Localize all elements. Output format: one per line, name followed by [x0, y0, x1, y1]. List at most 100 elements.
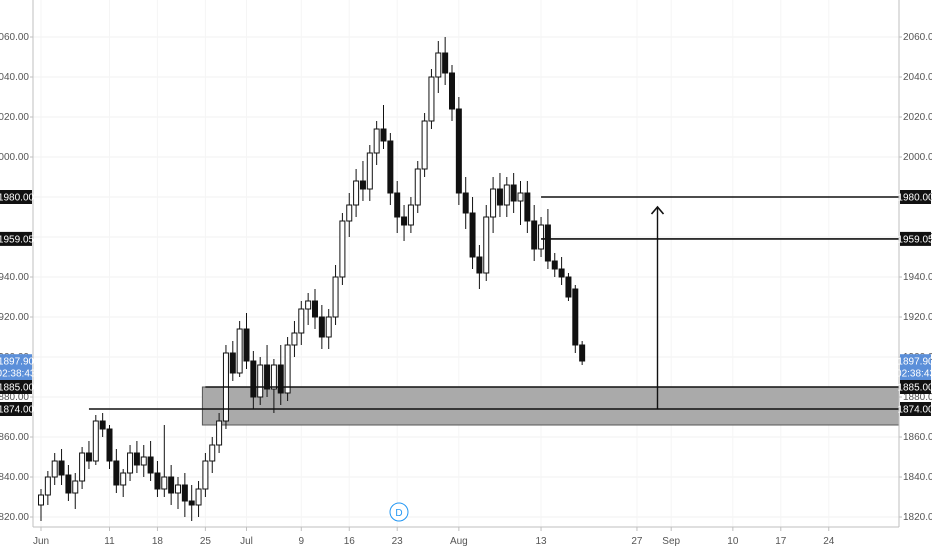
candle-body-down: [243, 328, 250, 362]
y-axis-right: 2060.002040.002020.002000.001980.001960.…: [899, 32, 932, 523]
x-tick-label: Jun: [33, 536, 49, 547]
candle-body-down: [442, 52, 449, 74]
x-tick-label: 18: [152, 536, 164, 547]
candle-body-up: [353, 180, 360, 206]
price-badge: [0, 231, 32, 246]
candle-body-down: [401, 216, 408, 226]
candle-body-up: [51, 460, 58, 478]
price-badge-label: 1874.00: [0, 405, 35, 416]
y-tick-label: 1920.00: [0, 312, 29, 323]
candle-body-down: [188, 500, 195, 506]
candle-body-down: [531, 220, 538, 250]
candle-body-down: [58, 460, 65, 476]
timeframe-label: D: [395, 508, 402, 519]
candle-body-down: [312, 300, 318, 318]
candle-series: [38, 37, 586, 521]
candle-body-up: [291, 332, 298, 346]
price-badge: [900, 190, 931, 204]
candle-body-up: [414, 168, 421, 206]
candle-body-down: [565, 276, 572, 298]
candle-body-up: [366, 152, 373, 190]
price-badge: [0, 380, 32, 394]
x-tick-label: 9: [299, 536, 305, 547]
candle-body-down: [449, 72, 455, 110]
price-badge-label: 02:38:43: [0, 369, 36, 380]
y-tick-label: 1840.00: [903, 472, 932, 483]
price-badge-label: 1959.05: [897, 234, 932, 245]
candle-body-down: [462, 192, 469, 214]
x-tick-label: 11: [104, 536, 115, 547]
candle-body-down: [181, 484, 188, 502]
candle-body-down: [380, 128, 387, 142]
price-badge-label: 1980.00: [0, 193, 35, 204]
candle-body-up: [346, 204, 353, 222]
y-tick-label: 1920.00: [903, 312, 932, 323]
candle-body-down: [250, 360, 257, 398]
y-tick-label: 1820.00: [903, 512, 932, 523]
candle-body-up: [483, 216, 490, 274]
candle-body-down: [318, 316, 325, 338]
candle-body-up: [325, 316, 332, 338]
y-tick-label: 2000.00: [0, 152, 29, 163]
candle-body-up: [72, 480, 79, 494]
candle-body-down: [85, 452, 92, 462]
candle-body-down: [394, 192, 401, 218]
candle-body-down: [154, 472, 161, 490]
chart-grid: [33, 0, 899, 527]
price-badge: [900, 366, 931, 380]
price-badge: [0, 190, 32, 204]
candle-body-up: [44, 476, 51, 496]
candle-body-up: [195, 488, 202, 506]
candle-body-up: [202, 460, 209, 490]
price-badge-label: 1897.90: [0, 357, 35, 368]
y-tick-label: 2060.00: [0, 32, 29, 43]
price-badge: [900, 231, 931, 246]
axes: [32, 0, 900, 528]
candle-body-up: [175, 484, 181, 494]
price-badge-label: 1874.00: [897, 405, 932, 416]
candle-body-up: [435, 52, 442, 78]
y-tick-label: 2000.00: [903, 152, 932, 163]
x-axis: Jun 11 18 25 Jul 9 16 23 Aug 13 27 Sep 10 17 24: [33, 527, 835, 547]
candle-body-up: [339, 220, 346, 278]
candle-body-up: [120, 472, 127, 486]
candle-body-down: [551, 260, 558, 270]
candle-body-up: [140, 456, 147, 466]
price-badge: [0, 402, 32, 416]
candle-body-down: [264, 364, 271, 390]
candle-body-up: [407, 204, 414, 226]
candle-body-down: [168, 476, 175, 494]
candle-body-down: [544, 224, 551, 262]
y-tick-label: 2020.00: [0, 112, 29, 123]
price-badge: [0, 366, 32, 380]
demand-zone-rect: [201, 386, 900, 426]
candle-body-up: [373, 128, 380, 154]
candle-body-up: [332, 276, 339, 318]
demand-zone: [201, 386, 900, 426]
candle-body-down: [65, 474, 72, 494]
candle-body-up: [127, 452, 134, 474]
y-tick-label: 1880.00: [0, 392, 29, 403]
price-badge-label: 1885.00: [0, 383, 35, 394]
y-tick-label: 1860.00: [0, 432, 29, 443]
candle-body-down: [133, 452, 140, 466]
y-tick-label: 1940.00: [0, 272, 29, 283]
candle-body-down: [455, 108, 462, 194]
candle-body-up: [161, 476, 168, 490]
x-tick-label: 25: [200, 536, 212, 547]
candle-body-down: [106, 428, 113, 462]
candle-body-up: [270, 364, 277, 390]
candle-body-up: [490, 188, 497, 218]
candle-body-up: [421, 120, 428, 170]
candle-body-up: [517, 192, 524, 202]
x-tick-label: 23: [392, 536, 404, 547]
timeframe-marker[interactable]: D: [389, 502, 409, 522]
price-badge-label: 1897.90: [897, 357, 932, 368]
y-tick-label: 1940.00: [903, 272, 932, 283]
candle-body-down: [524, 192, 531, 222]
price-badges: 1980.00 1980.00 1959.05 1959.05 1897.90 1897.…: [0, 190, 932, 416]
price-badge: [0, 354, 32, 369]
x-tick-label: 27: [631, 536, 643, 547]
y-tick-label: 2040.00: [903, 72, 932, 83]
